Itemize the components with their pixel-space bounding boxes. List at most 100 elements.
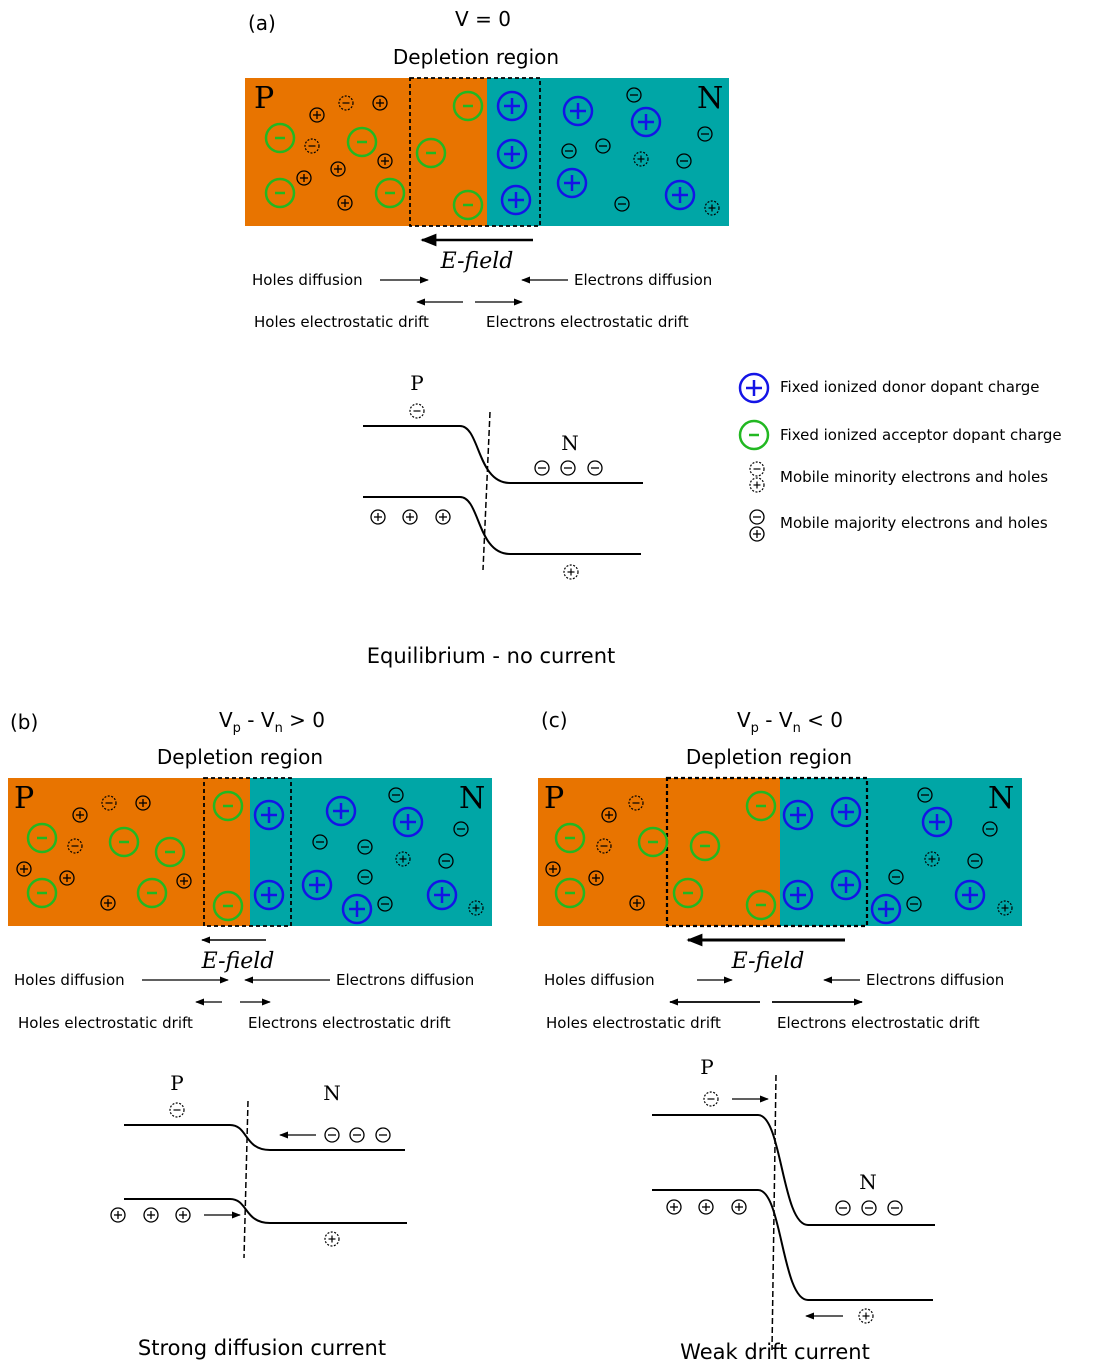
n-letter: N bbox=[459, 781, 485, 816]
conduction-band bbox=[363, 425, 643, 484]
acceptor-icon bbox=[212, 890, 244, 922]
acceptor-icon bbox=[672, 877, 704, 909]
holes-diffusion-label: Holes diffusion bbox=[252, 271, 363, 289]
p-region bbox=[8, 778, 250, 926]
electrons-diffusion-label: Electrons diffusion bbox=[574, 271, 712, 289]
acceptor-icon bbox=[745, 790, 777, 822]
electron-icon bbox=[626, 87, 642, 103]
electron-icon bbox=[697, 126, 713, 142]
donor-icon bbox=[782, 799, 814, 831]
electron-icon bbox=[887, 1200, 903, 1216]
electrons-diffusion-label: Electrons diffusion bbox=[336, 971, 474, 989]
electron-icon bbox=[534, 460, 550, 476]
p-letter: P bbox=[544, 781, 564, 816]
hole-icon bbox=[296, 170, 312, 186]
donor-icon bbox=[782, 879, 814, 911]
electron-icon bbox=[453, 821, 469, 837]
electrons-drift-label: Electrons electrostatic drift bbox=[777, 1014, 980, 1032]
conduction-band bbox=[652, 1114, 935, 1226]
n-letter: N bbox=[697, 81, 723, 116]
acceptor-icon bbox=[554, 822, 586, 854]
minority-electron-icon bbox=[338, 95, 354, 111]
electron-icon bbox=[967, 853, 983, 869]
donor-icon bbox=[556, 167, 588, 199]
hole-icon bbox=[110, 1207, 126, 1223]
p-region bbox=[538, 778, 780, 926]
hole-icon bbox=[59, 870, 75, 886]
panel-a: (a) V = 0 Depletion region P N bbox=[245, 7, 729, 668]
hole-icon bbox=[175, 1207, 191, 1223]
panel-b-caption: Strong diffusion current bbox=[138, 1336, 386, 1360]
donor-icon bbox=[253, 879, 285, 911]
electron-icon bbox=[357, 839, 373, 855]
hole-icon bbox=[377, 153, 393, 169]
hole-icon bbox=[698, 1199, 714, 1215]
hole-icon bbox=[749, 526, 765, 542]
minority-electron-icon bbox=[101, 795, 117, 811]
hole-icon bbox=[731, 1199, 747, 1215]
electron-icon bbox=[560, 460, 576, 476]
acceptor-icon bbox=[346, 126, 378, 158]
hole-icon bbox=[435, 509, 451, 525]
holes-drift-label: Holes electrostatic drift bbox=[546, 1014, 721, 1032]
band-p-label: P bbox=[410, 371, 423, 395]
acceptor-icon bbox=[264, 122, 296, 154]
depletion-region-box bbox=[665, 776, 869, 928]
hole-icon bbox=[629, 895, 645, 911]
donor-icon bbox=[921, 806, 953, 838]
donor-icon bbox=[562, 95, 594, 127]
electron-icon bbox=[595, 138, 611, 154]
minority-hole-icon bbox=[563, 564, 579, 580]
electron-icon bbox=[888, 869, 904, 885]
holes-diffusion-label: Holes diffusion bbox=[14, 971, 125, 989]
acceptor-icon bbox=[554, 877, 586, 909]
panel-c-caption: Weak drift current bbox=[680, 1340, 870, 1364]
band-diagram-a: P N bbox=[363, 371, 643, 580]
minority-hole-icon bbox=[858, 1308, 874, 1324]
hole-icon bbox=[176, 873, 192, 889]
depletion-region-box bbox=[203, 777, 292, 927]
minority-hole-icon bbox=[468, 900, 484, 916]
junction-line bbox=[482, 411, 491, 571]
donor-icon bbox=[954, 879, 986, 911]
electron-icon bbox=[917, 787, 933, 803]
minority-hole-icon bbox=[749, 477, 765, 493]
acceptor-icon bbox=[637, 826, 669, 858]
panel-a-depletion-label: Depletion region bbox=[393, 45, 559, 69]
minority-electron-icon bbox=[596, 838, 612, 854]
n-region bbox=[780, 778, 1022, 926]
band-n-label: N bbox=[323, 1081, 341, 1105]
acceptor-icon bbox=[136, 877, 168, 909]
charges-a bbox=[264, 87, 720, 221]
panel-b: (b) Vp - Vn > 0 Depletion region P N bbox=[8, 708, 492, 1360]
band-n-label: N bbox=[859, 1170, 877, 1194]
efield-label: E-field bbox=[731, 949, 805, 974]
acceptor-icon bbox=[415, 137, 447, 169]
electron-icon bbox=[749, 509, 765, 525]
hole-icon bbox=[370, 509, 386, 525]
n-letter: N bbox=[988, 781, 1014, 816]
panel-a-voltage: V = 0 bbox=[455, 7, 511, 31]
legend-minority-label: Mobile minority electrons and holes bbox=[780, 468, 1048, 486]
acceptor-icon bbox=[374, 177, 406, 209]
minority-hole-icon bbox=[924, 851, 940, 867]
panel-b-tag: (b) bbox=[10, 710, 38, 734]
donor-icon bbox=[738, 372, 770, 404]
band-diagram-c: P N bbox=[652, 1055, 935, 1351]
electron-icon bbox=[982, 821, 998, 837]
hole-icon bbox=[72, 807, 88, 823]
panel-c-tag: (c) bbox=[541, 708, 568, 732]
electron-icon bbox=[375, 1127, 391, 1143]
donor-icon bbox=[496, 138, 528, 170]
efield-label: E-field bbox=[440, 249, 514, 274]
acceptor-icon bbox=[689, 830, 721, 862]
hole-icon bbox=[330, 161, 346, 177]
donor-icon bbox=[870, 893, 902, 925]
band-p-label: P bbox=[170, 1071, 183, 1095]
donor-icon bbox=[830, 869, 862, 901]
junction-line bbox=[243, 1100, 249, 1259]
acceptor-icon bbox=[154, 836, 186, 868]
electron-icon bbox=[438, 853, 454, 869]
panel-b-depletion-label: Depletion region bbox=[157, 745, 323, 769]
